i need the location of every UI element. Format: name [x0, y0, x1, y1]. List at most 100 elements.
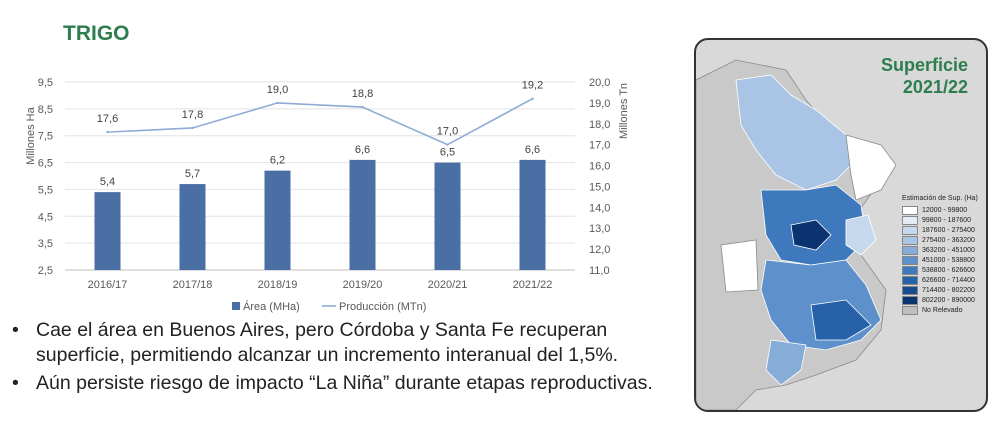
map-legend-item: 363200 - 451000: [902, 245, 978, 255]
bar: [94, 192, 121, 270]
map-legend-swatch: [902, 255, 918, 265]
bar-data-label: 5,4: [100, 176, 115, 188]
y-tick-label: 8,5: [38, 104, 53, 116]
line-data-label: 18,8: [352, 88, 373, 100]
y-axis-title: Millones Ha: [25, 106, 37, 164]
bullet-dot-icon: •: [12, 372, 19, 394]
map-region-northeast: [845, 134, 897, 201]
map-legend-item: 714400 - 802200: [902, 285, 978, 295]
x-tick-label: 2016/17: [88, 279, 128, 291]
map-legend-item: 12000 - 99800: [902, 205, 978, 215]
y2-tick-label: 20,0: [589, 77, 610, 89]
bullet-text: Aún persiste riesgo de impacto “La Niña”…: [36, 372, 653, 394]
map-region-west: [720, 239, 759, 293]
y-tick-label: 4,5: [38, 211, 53, 223]
legend-swatch-area: [232, 302, 240, 310]
map-legend-item: 451000 - 538800: [902, 255, 978, 265]
x-tick-label: 2017/18: [173, 279, 213, 291]
series-line-produccion: [107, 98, 533, 146]
map-legend-item: 802200 - 890000: [902, 295, 978, 305]
bullet-item: • Cae el área en Buenos Aires, pero Córd…: [10, 318, 690, 368]
map-legend-swatch: [902, 205, 918, 215]
map-legend-swatch: [902, 265, 918, 275]
map-legend-swatch: [902, 215, 918, 225]
map-legend-label: 99800 - 187600: [922, 216, 972, 224]
y2-tick-label: 19,0: [589, 98, 610, 110]
map-legend-label: 12000 - 99800: [922, 206, 968, 214]
map-legend-title: Estimación de Sup. (Ha): [902, 195, 978, 202]
y2-tick-label: 11,0: [589, 265, 610, 277]
bar: [264, 170, 291, 270]
bullet-list: • Cae el área en Buenos Aires, pero Córd…: [10, 318, 690, 399]
y2-tick-label: 12,0: [589, 244, 610, 256]
map-legend-item: 187600 - 275400: [902, 225, 978, 235]
x-tick-label: 2021/22: [513, 279, 553, 291]
line-point: [276, 101, 279, 105]
y-tick-label: 5,5: [38, 184, 53, 196]
legend-label-area: Área (MHa): [243, 300, 300, 313]
bar: [434, 162, 461, 270]
map-region-patagonia: [765, 339, 807, 386]
map-legend-swatch: [902, 305, 918, 315]
line-point: [361, 105, 364, 109]
y2-tick-label: 17,0: [589, 140, 610, 152]
map-legend-label: 187600 - 275400: [922, 226, 975, 234]
map-region-north: [735, 74, 857, 191]
map-region-east: [845, 214, 877, 256]
y2-tick-label: 15,0: [589, 181, 610, 193]
map-legend-label: 363200 - 451000: [922, 246, 975, 254]
bullet-dot-icon: •: [12, 319, 19, 341]
map-legend-label: 802200 - 890000: [922, 296, 975, 304]
y2-tick-label: 16,0: [589, 161, 610, 173]
map-panel: Superficie 2021/22 Estimación de Sup. (H…: [694, 38, 988, 412]
line-point: [531, 97, 534, 100]
map-legend-label: 451000 - 538800: [922, 256, 975, 264]
bar: [519, 159, 546, 270]
map-legend-label: 626600 - 714400: [922, 276, 975, 284]
legend-label-produccion: Producción (MTn): [339, 301, 426, 313]
map-legend-item: No Relevado: [902, 305, 978, 315]
line-data-label: 17,8: [182, 109, 203, 121]
map-legend-item: 99800 - 187600: [902, 215, 978, 225]
map-region-core: [790, 219, 832, 251]
x-tick-label: 2018/19: [258, 279, 298, 291]
map-legend-item: 538800 - 626600: [902, 265, 978, 275]
map-legend-item: 626600 - 714400: [902, 275, 978, 285]
line-point: [106, 130, 109, 134]
bar-data-label: 5,7: [185, 168, 200, 180]
bar: [349, 159, 376, 270]
y-tick-label: 2,5: [38, 265, 53, 277]
y2-tick-label: 18,0: [589, 119, 610, 131]
y2-axis-title: Millones Tn: [618, 83, 630, 139]
bar-data-label: 6,6: [525, 144, 540, 156]
map-legend-swatch: [902, 285, 918, 295]
map-legend-label: 275400 - 363200: [922, 236, 975, 244]
bar-data-label: 6,6: [355, 144, 370, 156]
map-legend-label: No Relevado: [922, 306, 963, 314]
bar: [179, 184, 206, 270]
map-legend-swatch: [902, 245, 918, 255]
map-legend-swatch: [902, 295, 918, 305]
map-legend-label: 714400 - 802200: [922, 286, 975, 294]
x-tick-label: 2020/21: [428, 279, 468, 291]
page-title: TRIGO: [63, 22, 130, 45]
map-legend-swatch: [902, 225, 918, 235]
bullet-item: • Aún persiste riesgo de impacto “La Niñ…: [10, 371, 690, 396]
x-tick-label: 2019/20: [343, 279, 383, 291]
map-legend-swatch: [902, 275, 918, 285]
line-data-label: 17,6: [97, 113, 118, 125]
combo-chart: 9,5 8,5 7,5 6,5 5,5 4,5 3,5 2,5 20,0 19,0 18,0 17,0…: [25, 77, 630, 313]
map-legend: Estimación de Sup. (Ha) 12000 - 99800 998…: [902, 195, 978, 315]
province-map: [696, 59, 897, 410]
line-data-label: 19,0: [267, 84, 288, 96]
line-data-label: 17,0: [437, 126, 458, 138]
map-legend-item: 275400 - 363200: [902, 235, 978, 245]
map-title-line2: 2021/22: [902, 77, 968, 97]
y-tick-label: 3,5: [38, 238, 53, 250]
map-legend-swatch: [902, 235, 918, 245]
map-title-line1: Superficie: [880, 55, 968, 75]
y-tick-label: 9,5: [38, 77, 53, 89]
line-point: [446, 143, 449, 146]
bullet-text: Cae el área en Buenos Aires, pero Córdob…: [36, 319, 619, 366]
y2-tick-label: 14,0: [589, 202, 610, 214]
